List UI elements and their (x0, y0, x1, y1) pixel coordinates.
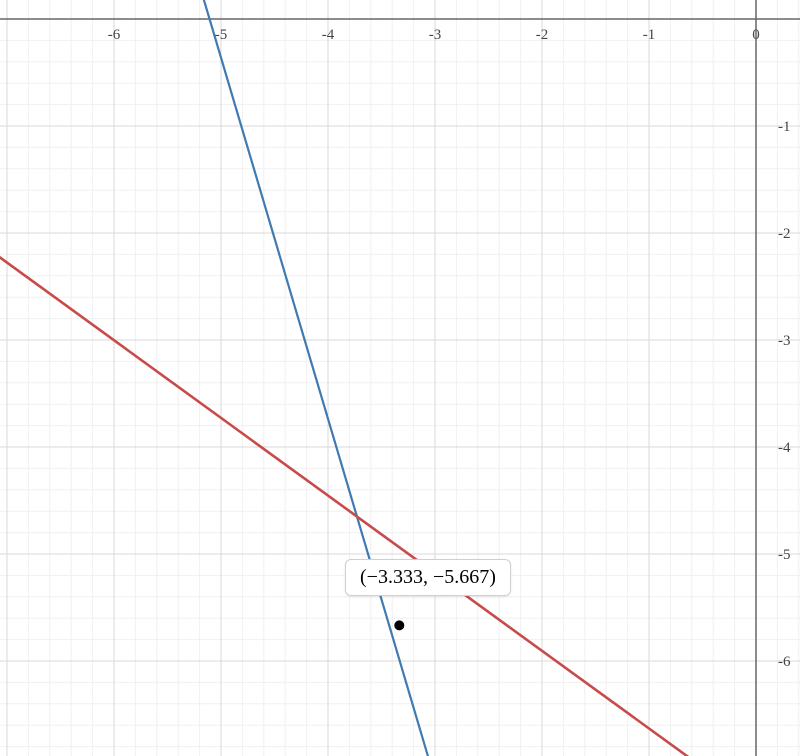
x-tick-label: -4 (322, 27, 335, 43)
x-tick-label: -3 (429, 27, 442, 43)
x-tick-label: -6 (108, 27, 121, 43)
coordinate-chart: -6-5-4-3-2-10-1-2-3-4-5-6 (−3.333, −5.66… (0, 0, 800, 756)
intersection-label: (−3.333, −5.667) (345, 559, 511, 596)
red-line (0, 243, 720, 756)
x-tick-label: -1 (643, 27, 656, 43)
blue-line (198, 0, 435, 756)
y-tick-label: -5 (778, 547, 791, 563)
y-tick-label: -2 (778, 226, 791, 242)
x-tick-label: 0 (752, 27, 760, 43)
chart-svg: -6-5-4-3-2-10-1-2-3-4-5-6 (0, 0, 800, 756)
intersection-point (394, 620, 404, 630)
y-tick-label: -1 (778, 119, 791, 135)
x-tick-label: -2 (536, 27, 549, 43)
y-tick-label: -3 (778, 333, 791, 349)
y-tick-label: -6 (778, 654, 791, 670)
y-tick-label: -4 (778, 440, 791, 456)
intersection-label-text: (−3.333, −5.667) (360, 566, 496, 588)
